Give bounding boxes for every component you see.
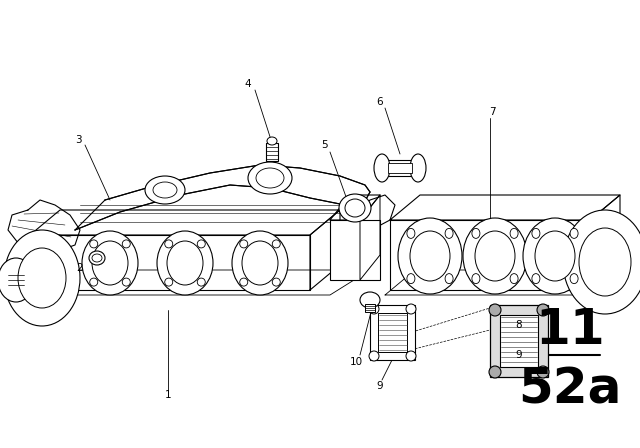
Polygon shape (390, 220, 590, 290)
Ellipse shape (369, 351, 379, 361)
Polygon shape (310, 210, 340, 290)
Polygon shape (390, 195, 620, 220)
Ellipse shape (570, 228, 578, 238)
Ellipse shape (398, 218, 462, 294)
Polygon shape (590, 195, 620, 290)
Bar (266, 143, 278, 161)
Ellipse shape (345, 199, 365, 217)
Ellipse shape (406, 351, 416, 361)
Ellipse shape (489, 304, 501, 316)
Bar (490, 305, 548, 377)
Ellipse shape (89, 251, 105, 265)
Ellipse shape (256, 168, 284, 188)
Ellipse shape (472, 274, 480, 284)
Ellipse shape (475, 231, 515, 281)
Ellipse shape (369, 304, 379, 314)
Text: 1: 1 (164, 390, 172, 400)
Text: 4: 4 (244, 79, 252, 89)
Polygon shape (8, 200, 80, 252)
Ellipse shape (532, 274, 540, 284)
Ellipse shape (0, 258, 34, 302)
Text: 6: 6 (377, 97, 383, 107)
Polygon shape (350, 195, 395, 228)
Ellipse shape (164, 240, 173, 248)
Ellipse shape (510, 228, 518, 238)
Ellipse shape (248, 162, 292, 194)
Ellipse shape (537, 304, 549, 316)
Ellipse shape (18, 248, 66, 308)
Text: 2: 2 (77, 263, 83, 273)
Bar (365, 304, 375, 312)
Ellipse shape (232, 231, 288, 295)
Ellipse shape (167, 241, 203, 285)
Polygon shape (20, 270, 370, 295)
Text: 9: 9 (377, 381, 383, 391)
Bar (382, 160, 418, 176)
Ellipse shape (90, 240, 98, 248)
Ellipse shape (242, 241, 278, 285)
Ellipse shape (563, 210, 640, 314)
Ellipse shape (122, 278, 131, 286)
Ellipse shape (157, 231, 213, 295)
Ellipse shape (472, 228, 480, 238)
Text: 11: 11 (535, 306, 605, 354)
Polygon shape (360, 195, 380, 280)
Polygon shape (75, 165, 370, 230)
Ellipse shape (374, 154, 390, 182)
Polygon shape (385, 270, 635, 295)
Polygon shape (30, 210, 340, 235)
Ellipse shape (463, 218, 527, 294)
Text: 3: 3 (75, 135, 81, 145)
Polygon shape (330, 195, 380, 220)
Text: 5: 5 (322, 140, 328, 150)
Ellipse shape (197, 240, 205, 248)
Ellipse shape (570, 274, 578, 284)
Ellipse shape (272, 240, 280, 248)
Ellipse shape (410, 154, 426, 182)
Text: 7: 7 (489, 107, 495, 117)
Ellipse shape (272, 278, 280, 286)
Ellipse shape (164, 278, 173, 286)
Ellipse shape (240, 240, 248, 248)
Ellipse shape (445, 274, 453, 284)
Ellipse shape (579, 228, 631, 296)
Text: 9: 9 (516, 350, 522, 360)
Ellipse shape (445, 228, 453, 238)
Ellipse shape (523, 218, 587, 294)
Bar (370, 305, 415, 360)
Text: 52a: 52a (518, 366, 621, 414)
Ellipse shape (537, 366, 549, 378)
Ellipse shape (510, 274, 518, 284)
Ellipse shape (122, 240, 131, 248)
Ellipse shape (360, 292, 380, 308)
Ellipse shape (407, 228, 415, 238)
Ellipse shape (489, 366, 501, 378)
Ellipse shape (532, 228, 540, 238)
Text: 10: 10 (349, 357, 363, 367)
Bar (347, 203, 363, 213)
Ellipse shape (535, 231, 575, 281)
Polygon shape (30, 235, 310, 290)
Ellipse shape (145, 176, 185, 204)
Ellipse shape (153, 182, 177, 198)
Text: 8: 8 (516, 320, 522, 330)
Bar (378, 313, 407, 352)
Ellipse shape (92, 241, 128, 285)
Polygon shape (595, 225, 635, 280)
Bar (330, 220, 380, 280)
Ellipse shape (410, 231, 450, 281)
Ellipse shape (240, 278, 248, 286)
Ellipse shape (407, 274, 415, 284)
Ellipse shape (339, 194, 371, 222)
Ellipse shape (92, 254, 102, 262)
Ellipse shape (197, 278, 205, 286)
Ellipse shape (267, 137, 277, 145)
Bar (388, 163, 412, 173)
Ellipse shape (4, 230, 80, 326)
Bar (500, 315, 538, 367)
Ellipse shape (406, 304, 416, 314)
Ellipse shape (90, 278, 98, 286)
Ellipse shape (82, 231, 138, 295)
